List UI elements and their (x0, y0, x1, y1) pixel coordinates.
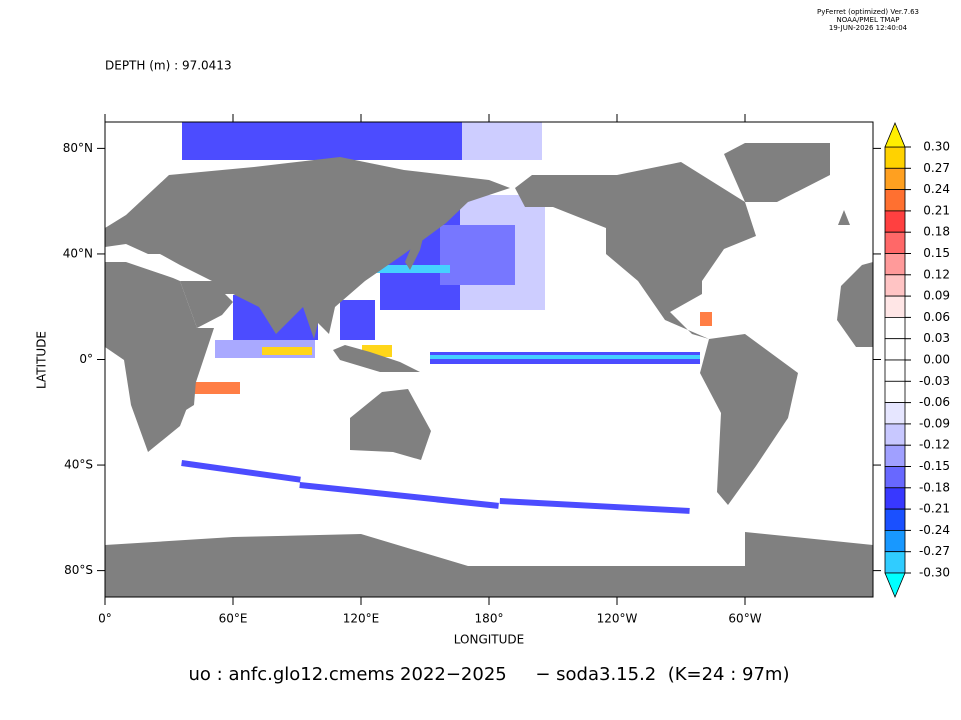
colorbar-label: 0.12 (923, 267, 950, 281)
colorbar-label: 0.21 (923, 203, 950, 217)
x-tick-label: 120°W (597, 612, 638, 626)
colorbar-label: -0.06 (919, 395, 950, 409)
colorbar-label: 0.18 (923, 225, 950, 239)
colorbar-band (884, 444, 906, 467)
colorbar-band (884, 423, 906, 446)
header-text: 19-JUN-2026 12:40:04 (829, 24, 908, 32)
chart-title: DEPTH (m) : 97.0413 (105, 59, 232, 73)
header-text: PyFerret (optimized) Ver.7.63 (817, 8, 919, 16)
x-tick-label: 60°E (219, 612, 248, 626)
colorbar-label: 0.03 (923, 331, 950, 345)
colorbar-band (884, 231, 906, 254)
y-tick-label: 80°N (63, 141, 93, 155)
colorbar-band (884, 530, 906, 553)
colorbar-under (884, 572, 906, 599)
colorbar-label: 0.00 (923, 353, 950, 367)
y-axis-label: LATITUDE (35, 331, 49, 389)
colorbar-label: -0.30 (919, 566, 950, 580)
colorbar-band (884, 551, 906, 574)
colorbar-label: -0.21 (919, 502, 950, 516)
colorbar-label: 0.09 (923, 289, 950, 303)
y-tick-label: 0° (79, 352, 93, 366)
colorbar-label: 0.27 (923, 161, 950, 175)
x-tick-label: 180° (475, 612, 504, 626)
colorbar-band (884, 402, 906, 425)
colorbar-label: 0.15 (923, 246, 950, 260)
colorbar-label: -0.27 (919, 544, 950, 558)
header-text: NOAA/PMEL TMAP (837, 16, 900, 24)
colorbar-label: -0.15 (919, 459, 950, 473)
colorbar-band (884, 253, 906, 276)
colorbar-label: -0.12 (919, 438, 950, 452)
colorbar-label: -0.18 (919, 480, 950, 494)
x-axis-label: LONGITUDE (454, 633, 524, 647)
colorbar-band (884, 295, 906, 318)
colorbar-band (884, 189, 906, 212)
colorbar-band (884, 380, 906, 403)
y-tick-label: 40°S (64, 458, 93, 472)
map (105, 122, 873, 597)
colorbar-label: 0.30 (923, 140, 950, 154)
colorbar-band (884, 508, 906, 531)
colorbar-band (884, 338, 906, 361)
x-tick-label: 120°E (343, 612, 380, 626)
y-tick-label: 80°S (64, 563, 93, 577)
colorbar-band (884, 466, 906, 489)
caption: uo : anfc.glo12.cmems 2022−2025 − soda3.… (189, 664, 790, 685)
y-tick-label: 40°N (63, 246, 93, 260)
colorbar-label: 0.24 (923, 182, 950, 196)
colorbar-band (884, 359, 906, 382)
colorbar-label: 0.06 (923, 310, 950, 324)
colorbar-band (884, 146, 906, 169)
colorbar-over (884, 121, 906, 148)
colorbar-band (884, 316, 906, 340)
land (105, 143, 873, 597)
colorbar-label: -0.09 (919, 416, 950, 430)
colorbar-band (884, 487, 906, 510)
colorbar-band (884, 274, 906, 297)
x-tick-label: 0° (98, 612, 112, 626)
colorbar-band (884, 167, 906, 191)
colorbar-band (884, 210, 906, 233)
x-tick-label: 60°W (728, 612, 761, 626)
colorbar-label: -0.24 (919, 523, 950, 537)
colorbar-label: -0.03 (919, 374, 950, 388)
